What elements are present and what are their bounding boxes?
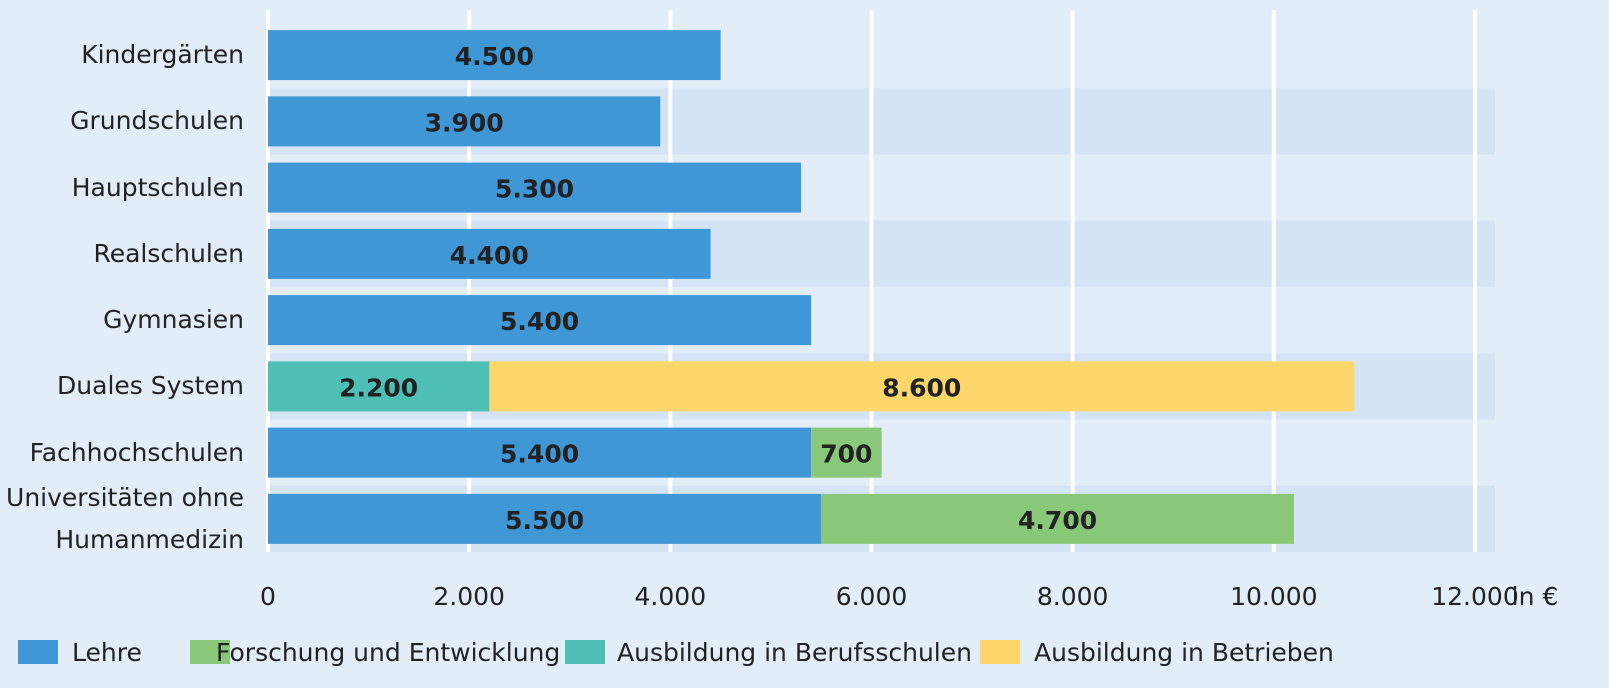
legend-label: Ausbildung in Betrieben [1034, 638, 1334, 667]
data-label: 700 [820, 440, 872, 469]
legend-swatch [980, 640, 1020, 664]
category-label: Hauptschulen [71, 172, 244, 202]
data-label: 8.600 [882, 373, 961, 402]
data-label: 4.400 [450, 241, 529, 270]
bar-segment [821, 493, 1294, 544]
data-label: 3.900 [425, 108, 504, 137]
data-label: 5.500 [505, 506, 584, 535]
legend-swatch [565, 640, 605, 664]
bar-segment [268, 96, 661, 147]
bar-segment [268, 30, 721, 81]
x-tick-label: 10.000 [1230, 582, 1317, 611]
legend-swatch [18, 640, 58, 664]
x-tick-label: 4.000 [635, 582, 707, 611]
data-label: 5.400 [500, 307, 579, 336]
bar-segment [489, 361, 1355, 412]
bar-segment [268, 295, 812, 346]
data-label: 5.400 [500, 440, 579, 469]
x-tick-label: 6.000 [836, 582, 908, 611]
legend-label: Forschung und Entwicklung [216, 638, 560, 667]
bar-segment [268, 427, 812, 478]
category-label: Universitäten ohne Humanmedizin [6, 482, 244, 554]
legend-label: Lehre [72, 638, 142, 667]
legend-label: Ausbildung in Berufsschulen [617, 638, 972, 667]
data-label: 4.500 [455, 42, 534, 71]
bar-segment [268, 361, 490, 412]
data-label: 4.700 [1018, 506, 1097, 535]
x-tick-label: 0 [260, 582, 276, 611]
category-label: Gymnasien [103, 305, 244, 335]
category-label: Duales System [57, 371, 244, 401]
category-label: Kindergärten [81, 40, 244, 70]
category-label: Realschulen [93, 238, 244, 268]
x-axis-label: in € [1512, 582, 1559, 611]
x-tick-label: 2.000 [433, 582, 505, 611]
bar-segment [811, 427, 882, 478]
bar-segment [268, 228, 711, 279]
x-tick-label: 8.000 [1037, 582, 1109, 611]
bar-segment [268, 162, 802, 213]
data-label: 2.200 [339, 373, 418, 402]
data-label: 5.300 [495, 175, 574, 204]
bar-segment [268, 493, 822, 544]
legend-swatch [190, 640, 230, 664]
x-tick-label: 12.000 [1431, 582, 1518, 611]
category-label: Fachhochschulen [29, 437, 244, 467]
category-label: Grundschulen [70, 106, 244, 136]
